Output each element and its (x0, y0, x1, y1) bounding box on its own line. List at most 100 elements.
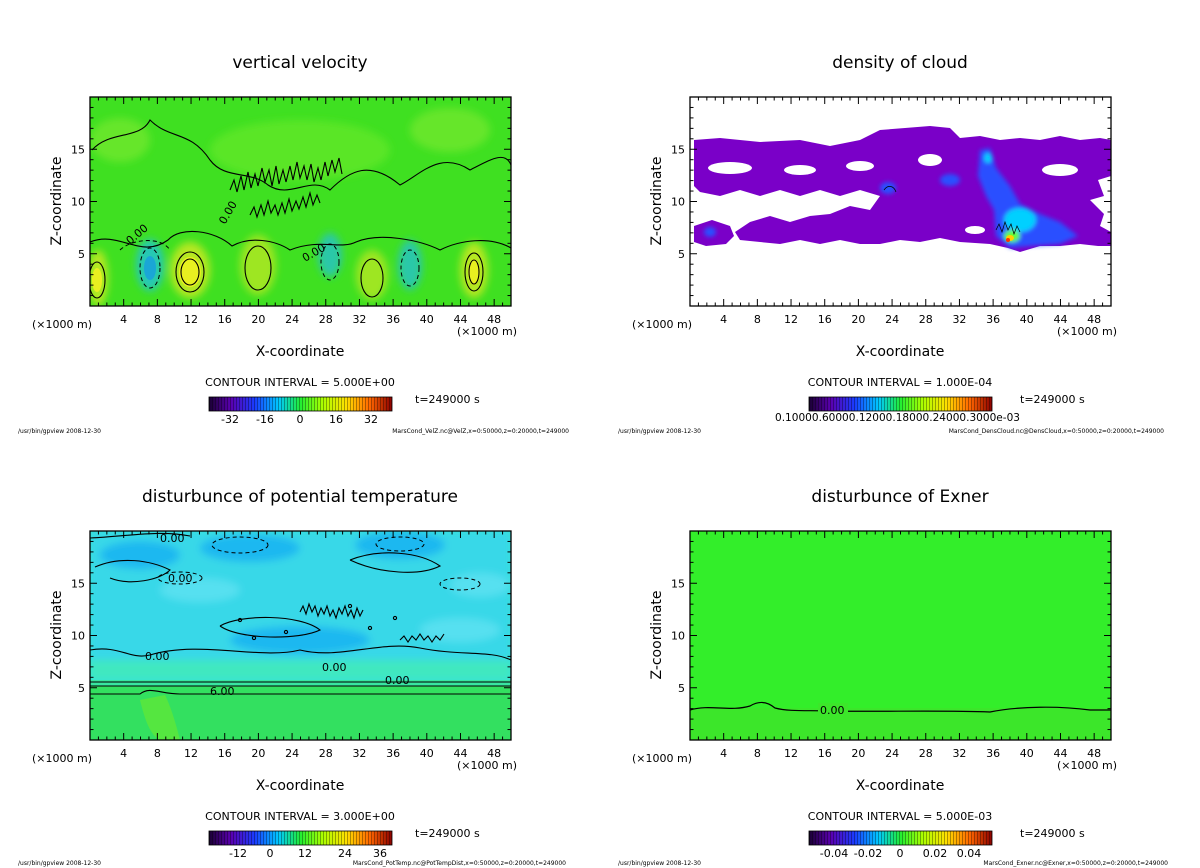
time-label: t=249000 s (1020, 393, 1085, 406)
x-tick-label: 16 (218, 747, 232, 760)
x-tick-label: 24 (285, 747, 299, 760)
footer-left: /usr/bin/gpview 2008-12-30 (618, 860, 701, 867)
x-tick-label: 40 (1020, 747, 1034, 760)
colorbar-tick: 16 (329, 413, 343, 426)
x-axis-label: X-coordinate (256, 778, 345, 794)
colorbar (808, 396, 993, 412)
contour-label: 0.00 (145, 650, 170, 663)
x-tick-label: 20 (251, 747, 265, 760)
x-tick-label: 20 (251, 313, 265, 326)
footer-right: MarsCond_Exner.nc@Exner,x=0:50000,z=0:20… (983, 860, 1168, 867)
y-axis: 5 10 15 (671, 106, 1111, 297)
x-tick-label: 48 (1087, 313, 1101, 326)
x-tick-label: 20 (851, 747, 865, 760)
time-label: t=249000 s (415, 827, 480, 840)
chart-title: vertical velocity (232, 53, 367, 73)
colorbar-tick: -0.02 (854, 847, 882, 860)
colorbar-tick: -0.04 (820, 847, 848, 860)
panel-vertical-velocity: vertical velocity (18, 53, 569, 435)
x-axis: 4 8 12 16 20 24 28 32 36 40 44 48 (697, 531, 1104, 760)
colorbar (208, 830, 393, 846)
colorbar-tick: -12 (229, 847, 247, 860)
plot-field (690, 97, 1111, 306)
footer-left: /usr/bin/gpview 2008-12-30 (18, 428, 101, 435)
x-tick-label: 8 (154, 747, 161, 760)
x-tick-label: 12 (184, 313, 198, 326)
colorbar-tick: 0 (297, 413, 304, 426)
x-tick-label: 32 (352, 313, 366, 326)
x-tick-label: 8 (754, 313, 761, 326)
x-tick-label: 4 (720, 313, 727, 326)
x-tick-label: 4 (120, 313, 127, 326)
panel-potential-temperature: disturbunce of potential temperature (18, 487, 566, 867)
x-tick-label: 16 (818, 313, 832, 326)
y-axis-label: Z-coordinate (49, 156, 65, 245)
x-tick-label: 24 (885, 747, 899, 760)
x-unit-left: (×1000 m) (32, 318, 92, 331)
x-axis-label: X-coordinate (856, 778, 945, 794)
y-axis-label: Z-coordinate (649, 590, 665, 679)
y-tick-label: 5 (678, 682, 685, 695)
contour-interval: CONTOUR INTERVAL = 5.000E-03 (808, 810, 992, 823)
x-unit-right: (×1000 m) (457, 759, 517, 772)
y-axis-label: Z-coordinate (49, 590, 65, 679)
x-axis-label: X-coordinate (256, 344, 345, 360)
y-tick-label: 15 (671, 143, 685, 156)
footer-right: MarsCond_DensCloud.nc@DensCloud,x=0:5000… (949, 428, 1164, 435)
plot-field (90, 97, 511, 306)
chart-title: disturbunce of Exner (811, 487, 988, 507)
x-tick-label: 48 (1087, 747, 1101, 760)
y-axis: 5 10 15 (671, 540, 1111, 731)
y-axis: 5 10 15 (71, 540, 511, 731)
colorbar-tick: 12 (298, 847, 312, 860)
time-label: t=249000 s (415, 393, 480, 406)
y-tick-label: 10 (671, 630, 685, 643)
colorbar-tick: 0.04 (957, 847, 982, 860)
x-tick-label: 12 (784, 313, 798, 326)
x-tick-label: 44 (453, 313, 467, 326)
x-axis: 4 8 12 16 20 24 28 32 36 40 44 48 (97, 97, 504, 326)
y-tick-label: 15 (71, 577, 85, 590)
y-tick-label: 10 (71, 196, 85, 209)
x-tick-label: 48 (487, 747, 501, 760)
x-unit-right: (×1000 m) (457, 325, 517, 338)
plot-field (690, 531, 1111, 740)
footer-left: /usr/bin/gpview 2008-12-30 (618, 428, 701, 435)
contour-interval: CONTOUR INTERVAL = 1.000E-04 (808, 376, 992, 389)
x-unit-right: (×1000 m) (1057, 759, 1117, 772)
x-unit-left: (×1000 m) (632, 318, 692, 331)
x-unit-left: (×1000 m) (632, 752, 692, 765)
contour-label: 0.00 (160, 532, 185, 545)
x-tick-label: 36 (986, 747, 1000, 760)
y-tick-label: 10 (71, 630, 85, 643)
colorbar-tick: 24 (338, 847, 352, 860)
colorbar-tick: 0 (897, 847, 904, 860)
panel-density-of-cloud: density of cloud (618, 53, 1164, 435)
x-tick-label: 24 (885, 313, 899, 326)
colorbar (208, 396, 393, 412)
y-tick-label: 5 (78, 682, 85, 695)
colorbar-tick: 0 (267, 847, 274, 860)
colorbar-tick: -32 (221, 413, 239, 426)
x-tick-label: 8 (154, 313, 161, 326)
x-axis: 4 8 12 16 20 24 28 32 36 40 44 48 (97, 531, 504, 760)
time-label: t=249000 s (1020, 827, 1085, 840)
x-tick-label: 16 (818, 747, 832, 760)
x-tick-label: 20 (851, 313, 865, 326)
x-tick-label: 40 (420, 313, 434, 326)
plot-field (90, 531, 511, 740)
y-tick-label: 15 (71, 143, 85, 156)
colorbar-tick: 36 (373, 847, 387, 860)
x-axis: 4 8 12 16 20 24 28 32 36 40 44 48 (697, 97, 1104, 326)
x-tick-label: 32 (952, 747, 966, 760)
y-tick-label: 15 (671, 577, 685, 590)
footer-right: MarsCond_VelZ.nc@VelZ,x=0:50000,z=0:2000… (392, 428, 569, 435)
x-tick-label: 4 (120, 747, 127, 760)
x-tick-label: 16 (218, 313, 232, 326)
x-tick-label: 44 (1053, 313, 1067, 326)
y-axis-label: Z-coordinate (649, 156, 665, 245)
x-axis-label: X-coordinate (856, 344, 945, 360)
x-tick-label: 36 (386, 747, 400, 760)
x-tick-label: 40 (420, 747, 434, 760)
